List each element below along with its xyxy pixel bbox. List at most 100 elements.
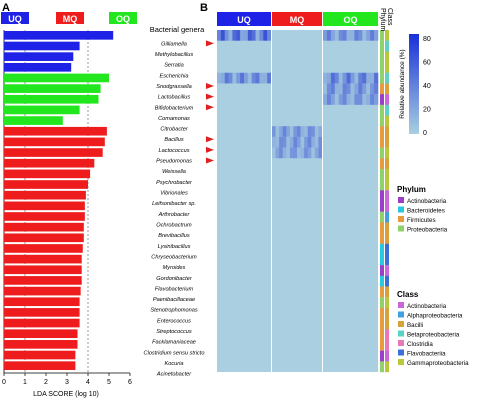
heatmap-cell: [338, 83, 343, 95]
heatmap-cell: [236, 72, 241, 84]
phylum-cell: [380, 147, 384, 159]
colorbar-tick: 0: [423, 130, 427, 137]
bar-4: [4, 73, 109, 83]
heatmap-cell: [366, 83, 371, 95]
colorbar-tick: 20: [423, 107, 431, 114]
class-cell: [385, 83, 389, 95]
bar-17: [4, 212, 85, 221]
heatmap-cell: [323, 94, 328, 105]
x-tick-label: 0: [2, 379, 6, 386]
heatmap-cell: [217, 72, 222, 84]
heatmap-cell: [323, 72, 328, 84]
heatmap-cell: [374, 72, 379, 84]
heatmap-cell: [224, 72, 229, 84]
heatmap-cell: [330, 30, 336, 41]
heatmap-cell: [342, 94, 347, 105]
heatmap-cell: [326, 30, 332, 41]
heatmap-cell: [300, 126, 305, 137]
genus-label: Streptococcus: [156, 329, 192, 335]
class-cell: [385, 350, 389, 362]
heatmap-group-header-oq: [323, 12, 378, 26]
phylum-cell: [380, 190, 384, 202]
class-legend-title: Class: [397, 290, 419, 299]
class-legend-swatch: [398, 330, 404, 337]
heatmap-cell: [311, 136, 316, 148]
phylum-cell: [380, 318, 384, 330]
heatmap-cell: [267, 72, 272, 84]
phylum-cell: [380, 72, 384, 84]
class-cell: [385, 307, 389, 319]
class-cell: [385, 30, 389, 41]
heatmap-cell: [240, 72, 245, 84]
class-cell: [385, 115, 389, 127]
heatmap-cell: [358, 30, 363, 41]
class-cell: [385, 72, 389, 84]
heatmap-cell: [374, 94, 379, 105]
phylum-legend-label: Bacteroidetes: [407, 208, 445, 215]
class-cell: [385, 190, 389, 202]
bar-6: [4, 94, 99, 104]
heatmap-group-header-uq: [217, 12, 271, 26]
heatmap-cell: [251, 72, 256, 84]
bar-2: [4, 52, 74, 61]
heatmap-cell: [220, 30, 226, 41]
heatmap-cell: [342, 83, 347, 95]
heatmap-cell: [334, 72, 340, 84]
phylum-cell: [380, 339, 384, 351]
heatmap-cell: [286, 126, 291, 137]
bar-12: [4, 158, 95, 168]
heatmap-cell: [338, 94, 343, 105]
heatmap-cell: [293, 136, 298, 148]
phylum-cell: [380, 297, 384, 309]
class-cell: [385, 286, 389, 298]
heatmap-cell: [330, 94, 336, 105]
heatmap-cell: [307, 126, 312, 137]
phylum-cell: [380, 361, 384, 373]
bar-8: [4, 116, 63, 125]
highlight-arrow: [206, 146, 214, 153]
heatmap-cell: [318, 147, 323, 159]
class-legend-label: Bacilli: [407, 322, 423, 329]
genus-label: Stenotrophomonas: [150, 308, 197, 314]
bar-16: [4, 201, 85, 211]
heatmap-cell: [286, 147, 291, 159]
phylum-cell: [380, 307, 384, 319]
class-cell: [385, 211, 389, 223]
heatmap-cell: [300, 147, 305, 159]
phylum-column-header: Phylum: [379, 8, 386, 32]
heatmap-cell: [232, 72, 237, 84]
class-cell: [385, 179, 389, 191]
panel-a: AUQ MQ OQ 0 1 2 3 4 5 6 LDA SCORE (log 10): [1, 2, 137, 398]
group-badge-oq: [109, 12, 137, 24]
bar-0: [4, 31, 114, 40]
class-legend-label: Alphaproteobacteria: [407, 313, 463, 320]
phylum-cell: [380, 201, 384, 212]
heatmap-cell: [247, 72, 253, 84]
bar-31: [4, 361, 76, 370]
heatmap-cell: [318, 126, 323, 137]
heatmap-cell: [370, 83, 375, 95]
heatmap-cell: [307, 136, 312, 148]
heatmap-cell: [350, 30, 355, 41]
genus-label: Lactobacillus: [158, 95, 191, 101]
genus-label: Escherichia: [160, 73, 189, 79]
class-legend-swatch: [398, 359, 404, 365]
group-badge-label-mq: MQ: [63, 14, 78, 24]
genus-label: Gordonibacter: [156, 276, 193, 282]
class-cell: [385, 329, 389, 341]
phylum-cell: [380, 158, 384, 170]
heatmap-cell: [338, 30, 343, 41]
heatmap-cell: [304, 147, 309, 159]
bar-7: [4, 105, 80, 115]
genus-label: Pseudomonas: [156, 159, 192, 165]
heatmap-cell: [346, 30, 351, 41]
heatmap-cell: [307, 147, 312, 159]
heatmap-cell: [362, 94, 367, 105]
heatmap-cell: [228, 30, 233, 41]
phylum-legend-title: Phylum: [397, 185, 426, 194]
genus-label: Vibrionales: [160, 191, 188, 197]
heatmap-cell: [220, 72, 226, 84]
phylum-cell: [380, 254, 384, 266]
x-tick-label: 4: [86, 379, 90, 386]
